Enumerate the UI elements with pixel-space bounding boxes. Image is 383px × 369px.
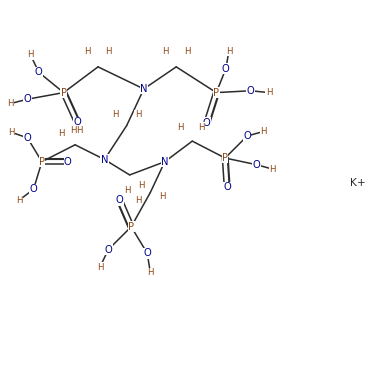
Text: O: O	[247, 86, 255, 96]
Text: N: N	[140, 84, 147, 94]
Text: H: H	[135, 110, 141, 119]
Text: H: H	[178, 123, 184, 132]
Text: O: O	[29, 184, 38, 194]
Text: O: O	[243, 131, 251, 141]
Text: O: O	[223, 182, 231, 193]
Text: N: N	[101, 155, 108, 165]
Text: H: H	[260, 127, 267, 136]
Text: H: H	[59, 128, 65, 138]
Text: H: H	[138, 182, 144, 190]
Text: O: O	[105, 245, 112, 255]
Text: H: H	[97, 263, 103, 272]
Text: H: H	[70, 125, 77, 135]
Text: H: H	[266, 88, 272, 97]
Text: O: O	[143, 248, 151, 258]
Text: H: H	[162, 47, 169, 56]
Text: P: P	[39, 157, 45, 167]
Text: O: O	[23, 133, 31, 143]
Text: O: O	[222, 64, 230, 74]
Text: H: H	[112, 110, 118, 119]
Text: H: H	[16, 196, 22, 205]
Text: O: O	[64, 157, 72, 167]
Text: P: P	[61, 87, 67, 97]
Text: H: H	[184, 47, 190, 56]
Text: H: H	[124, 186, 131, 195]
Text: K+: K+	[350, 177, 365, 188]
Text: O: O	[23, 94, 31, 104]
Text: O: O	[73, 117, 81, 127]
Text: O: O	[116, 195, 124, 205]
Text: H: H	[226, 46, 232, 56]
Text: H: H	[159, 193, 166, 201]
Text: H: H	[7, 99, 13, 108]
Text: P: P	[222, 153, 228, 163]
Text: H: H	[105, 47, 112, 56]
Text: H: H	[27, 50, 34, 59]
Text: H: H	[269, 165, 276, 173]
Text: H: H	[84, 47, 90, 56]
Text: O: O	[252, 160, 260, 170]
Text: H: H	[76, 126, 82, 135]
Text: H: H	[147, 268, 154, 277]
Text: O: O	[35, 68, 43, 77]
Text: N: N	[161, 157, 169, 167]
Text: H: H	[198, 123, 205, 132]
Text: P: P	[128, 222, 134, 232]
Text: P: P	[213, 87, 219, 97]
Text: H: H	[8, 128, 15, 137]
Text: O: O	[203, 118, 211, 128]
Text: H: H	[135, 196, 141, 205]
